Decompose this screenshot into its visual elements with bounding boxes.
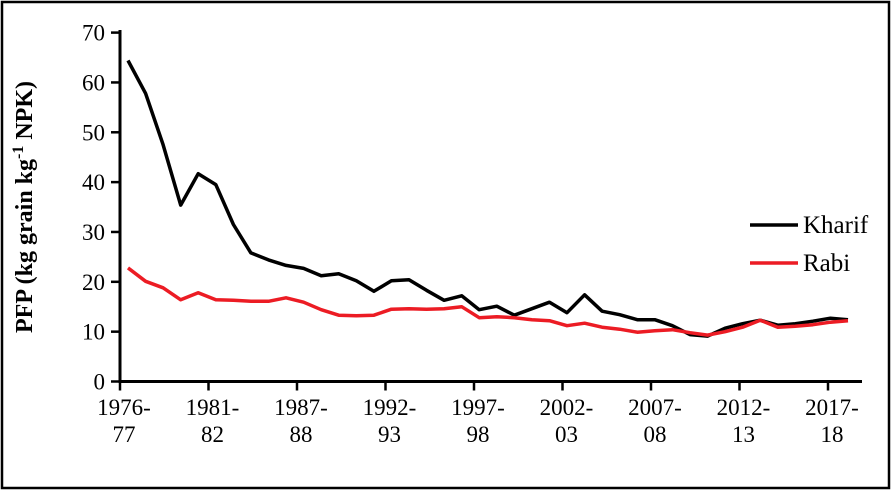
y-axis-title: PFP (kg grain kg-1 NPK) bbox=[10, 81, 38, 333]
x-tick-label-line2: 88 bbox=[290, 422, 313, 447]
kharif-line bbox=[126, 59, 849, 338]
x-tick-label-line1: 2017- bbox=[805, 395, 859, 420]
y-tick-label: 40 bbox=[82, 170, 105, 195]
y-tick-label: 20 bbox=[82, 270, 105, 295]
x-tick-label-line1: 1997- bbox=[451, 395, 505, 420]
legend-rabi-label: Rabi bbox=[803, 250, 850, 277]
y-tick-label: 0 bbox=[94, 370, 106, 395]
x-tick-label-line2: 18 bbox=[821, 422, 844, 447]
x-tick-label-line1: 2002- bbox=[540, 395, 594, 420]
x-tick-label-line2: 98 bbox=[467, 422, 490, 447]
x-tick-label-line2: 82 bbox=[201, 422, 224, 447]
x-tick-label-line1: 1976- bbox=[97, 395, 151, 420]
y-tick-label: 10 bbox=[82, 320, 105, 345]
x-tick-label-line1: 2007- bbox=[628, 395, 682, 420]
x-tick-label-line2: 13 bbox=[732, 422, 755, 447]
x-tick-label-line2: 93 bbox=[378, 422, 401, 447]
x-tick-label-line1: 1981- bbox=[186, 395, 240, 420]
x-tick-label-line2: 77 bbox=[113, 422, 136, 447]
rabi-line bbox=[126, 266, 849, 337]
y-tick-label: 50 bbox=[82, 120, 105, 145]
x-tick-label-line1: 2012- bbox=[717, 395, 771, 420]
legend-kharif-label: Kharif bbox=[803, 212, 869, 239]
y-tick-label: 60 bbox=[82, 70, 105, 95]
x-tick-label-line2: 08 bbox=[644, 422, 667, 447]
y-tick-label: 70 bbox=[82, 21, 105, 46]
x-tick-label-line1: 1987- bbox=[274, 395, 328, 420]
x-tick-label-line2: 03 bbox=[555, 422, 578, 447]
x-tick-label-line1: 1992- bbox=[363, 395, 417, 420]
y-tick-label: 30 bbox=[82, 220, 105, 245]
